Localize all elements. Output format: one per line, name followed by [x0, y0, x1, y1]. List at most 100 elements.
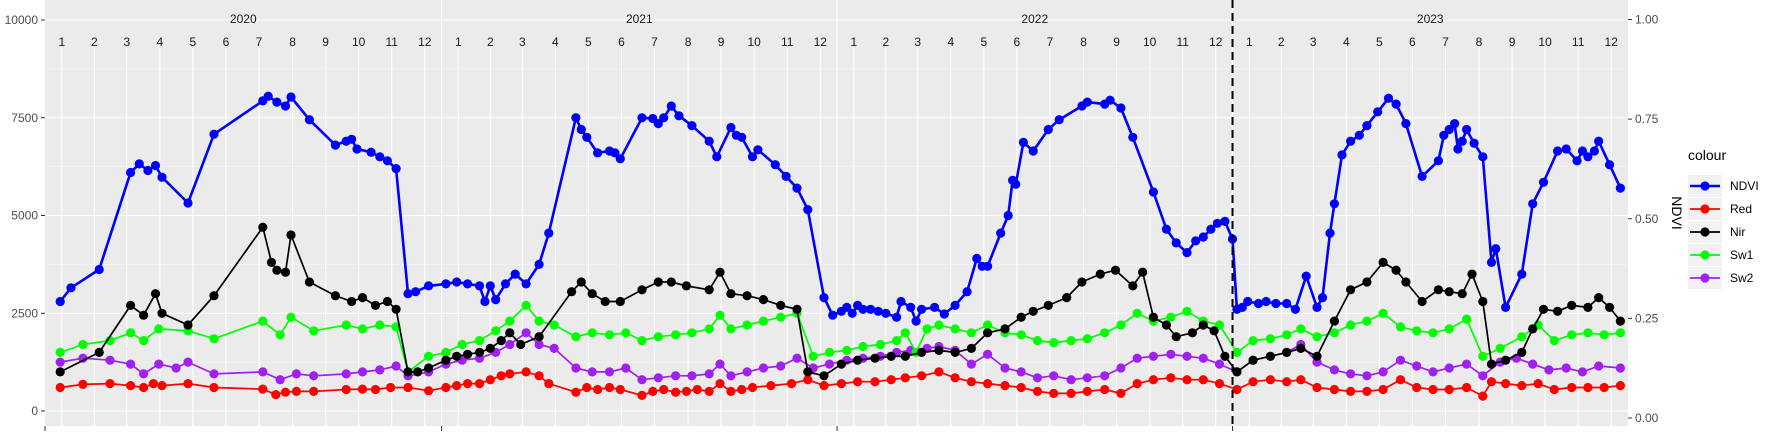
data-point [1439, 130, 1449, 140]
data-point [593, 148, 603, 158]
data-point [1116, 103, 1126, 113]
data-point [286, 230, 296, 240]
data-point [1412, 382, 1422, 393]
data-point [463, 379, 473, 389]
data-point [1116, 388, 1126, 398]
data-point [534, 332, 544, 342]
data-point [858, 341, 868, 352]
data-point [1018, 137, 1028, 147]
data-point [1362, 121, 1372, 131]
data-point [534, 316, 544, 326]
data-point [1528, 359, 1538, 369]
data-point [1082, 373, 1092, 383]
data-point [896, 296, 906, 307]
data-point [1187, 328, 1197, 338]
data-point [1362, 371, 1372, 381]
month-label: 11 [1572, 35, 1585, 49]
data-point [1282, 298, 1292, 309]
month-label: 6 [1014, 35, 1021, 49]
data-point [457, 339, 467, 350]
data-point [824, 347, 835, 357]
data-point [934, 345, 944, 355]
data-point [1417, 296, 1427, 307]
data-point [1148, 375, 1158, 385]
data-point [766, 381, 776, 391]
data-point [704, 285, 714, 295]
data-point [704, 369, 714, 379]
year-label: 2021 [626, 12, 653, 26]
data-point [1232, 367, 1242, 377]
data-point [726, 371, 736, 381]
data-point [939, 309, 949, 319]
month-label: 2 [91, 35, 98, 49]
data-point [704, 136, 714, 146]
data-point [1016, 382, 1026, 393]
data-point [275, 375, 285, 385]
data-point [1243, 296, 1253, 307]
data-point [1062, 293, 1072, 303]
data-point [357, 324, 368, 334]
data-point [55, 357, 65, 367]
data-point [1032, 386, 1043, 396]
month-label: 2 [882, 35, 889, 49]
data-point [983, 320, 993, 330]
data-point [687, 121, 697, 131]
data-point [1148, 312, 1158, 322]
left-y-axis: 0 2500 5000 7500 10000 [5, 13, 45, 418]
data-point [352, 144, 362, 154]
month-label: 7 [1442, 35, 1449, 49]
month-label: 10 [1143, 35, 1157, 49]
data-point [786, 379, 797, 389]
data-point [266, 257, 277, 267]
legend-label: Red [1730, 202, 1752, 216]
data-point [280, 267, 291, 277]
month-label: 9 [718, 35, 725, 49]
data-point [485, 281, 495, 291]
data-point [747, 382, 758, 393]
data-point [1462, 314, 1472, 324]
data-point [258, 367, 268, 377]
data-point [1354, 130, 1364, 140]
data-point [1128, 132, 1138, 142]
data-point [1538, 177, 1549, 187]
data-point [1417, 171, 1427, 181]
data-point [1583, 302, 1593, 312]
data-point [671, 371, 681, 381]
data-point [1049, 338, 1059, 348]
month-label: 5 [981, 35, 988, 49]
data-point [1116, 320, 1126, 330]
data-point [983, 349, 993, 359]
data-point [906, 302, 916, 312]
data-point [1337, 150, 1347, 160]
month-label: 10 [747, 35, 761, 49]
left-axis-tick-label: 10000 [5, 13, 39, 27]
data-point [544, 228, 554, 238]
series-nir [55, 222, 1625, 381]
data-point [139, 369, 149, 379]
data-point [286, 312, 296, 322]
data-point [808, 351, 818, 361]
data-point [341, 369, 351, 379]
data-point [792, 183, 802, 193]
data-point [1528, 324, 1538, 334]
month-label: 12 [1209, 35, 1223, 49]
data-point [819, 293, 829, 303]
data-point [309, 326, 319, 336]
data-point [1043, 124, 1053, 135]
data-point [1171, 332, 1181, 342]
data-point [653, 373, 663, 383]
month-label: 3 [123, 35, 130, 49]
data-point [148, 379, 158, 389]
month-label: 5 [190, 35, 197, 49]
data-point [1346, 136, 1356, 146]
data-point [1265, 375, 1275, 385]
data-point [1282, 330, 1292, 340]
data-point [126, 381, 136, 391]
data-point [1615, 363, 1625, 373]
month-label: 4 [947, 35, 954, 49]
data-point [1346, 285, 1356, 295]
data-point [1433, 285, 1443, 295]
legend-item-nir: Nir [1688, 221, 1745, 243]
data-point [819, 371, 829, 381]
data-point [1615, 316, 1625, 326]
